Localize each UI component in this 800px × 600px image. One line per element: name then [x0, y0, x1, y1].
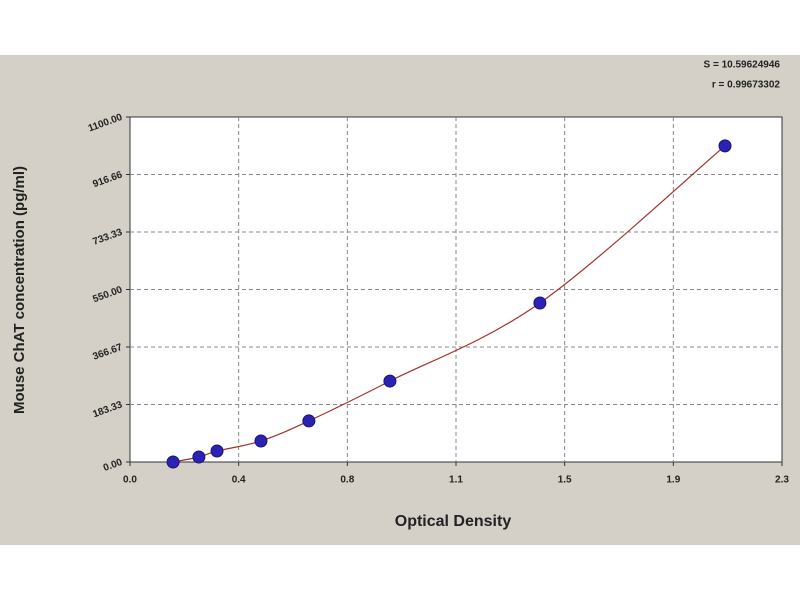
fit-curve — [172, 145, 726, 463]
data-point — [254, 434, 268, 448]
data-point — [718, 139, 732, 153]
data-point — [192, 450, 206, 464]
data-point — [302, 414, 316, 428]
x-axis-title: Optical Density — [395, 513, 512, 530]
data-point — [533, 296, 547, 310]
x-tick-label: 1.5 — [558, 475, 572, 486]
data-point — [210, 444, 224, 458]
y-axis-title: Mouse ChAT concentration (pg/ml) — [11, 166, 28, 414]
x-tick-label: 0.0 — [123, 475, 137, 486]
x-tick-label: 2.3 — [775, 475, 789, 486]
data-point — [166, 455, 180, 469]
x-tick-label: 0.8 — [340, 475, 354, 486]
x-tick-label: 1.9 — [666, 475, 680, 486]
x-tick-label: 0.4 — [232, 475, 246, 486]
annotation: S = 10.59624946 — [704, 60, 781, 71]
annotation: r = 0.99673302 — [712, 80, 781, 91]
x-tick-label: 1.1 — [449, 475, 463, 486]
data-point — [383, 374, 397, 388]
